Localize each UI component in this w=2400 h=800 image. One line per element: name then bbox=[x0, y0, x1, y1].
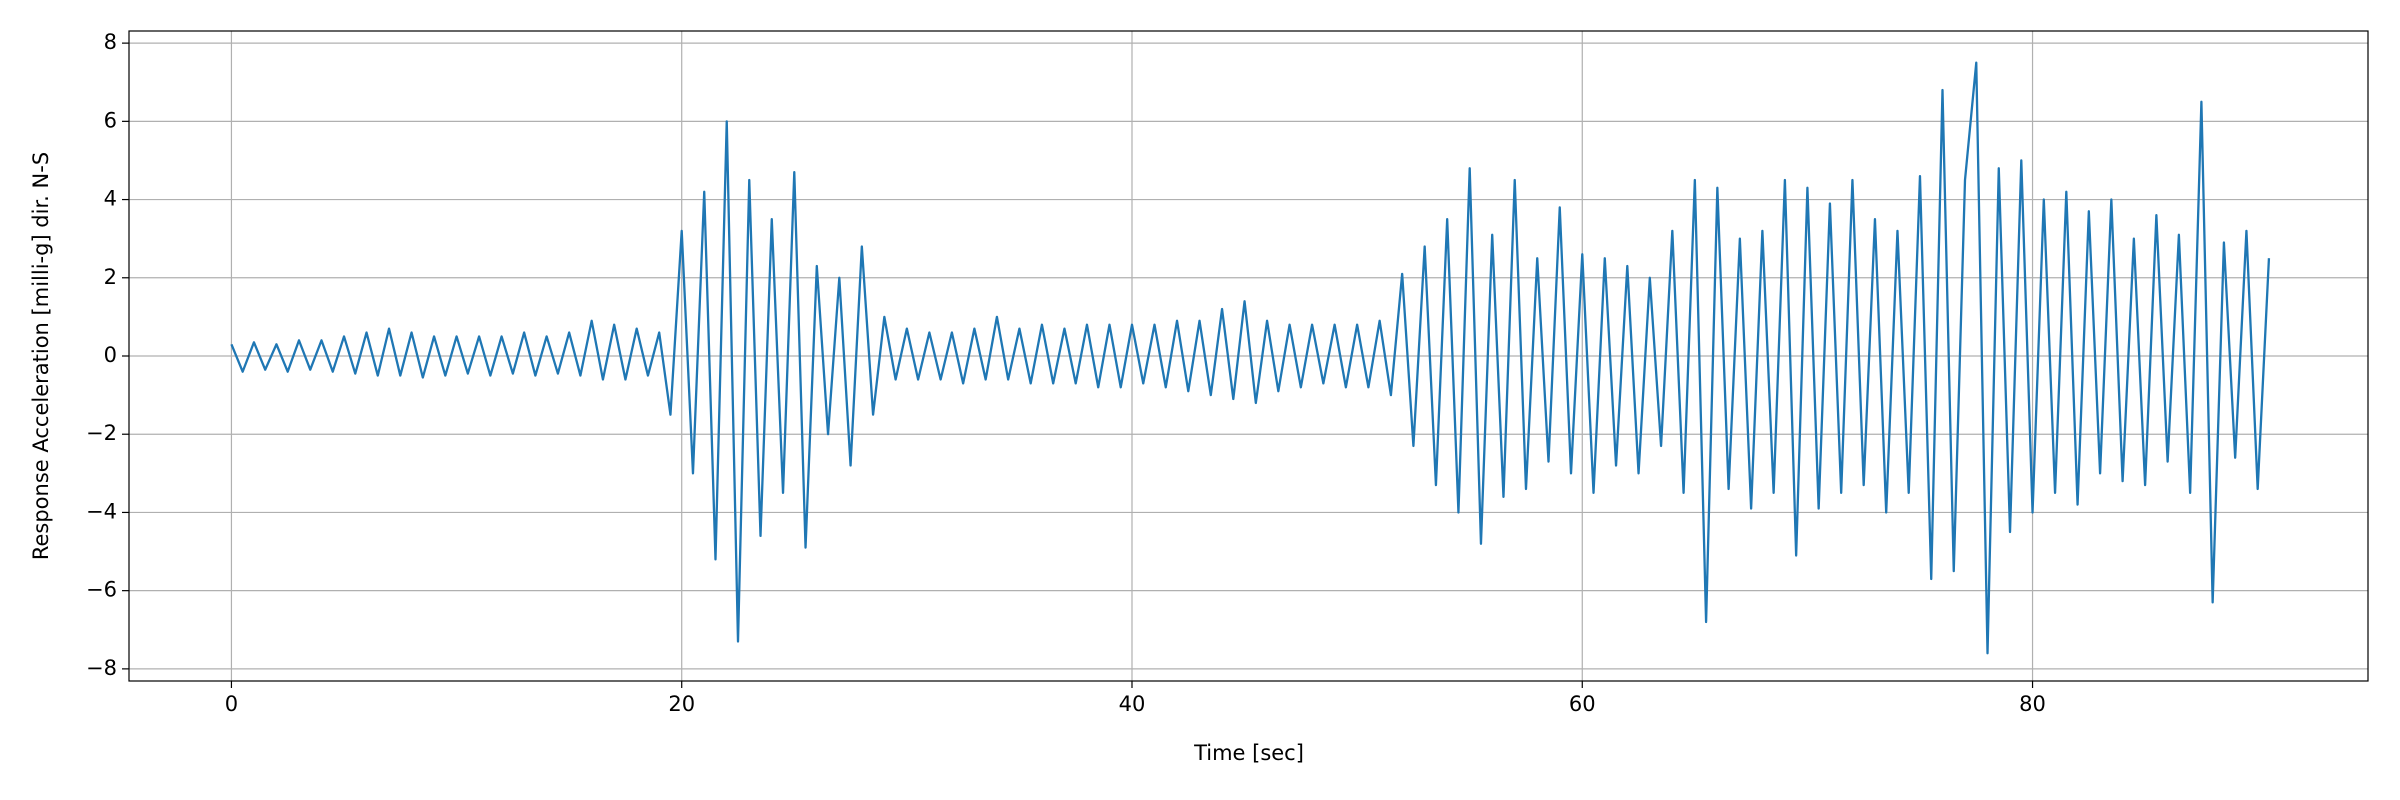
y-tick-label: 4 bbox=[104, 187, 117, 211]
x-tick-label: 60 bbox=[1569, 692, 1596, 716]
y-tick-label: 0 bbox=[104, 343, 117, 367]
x-tick-label: 0 bbox=[225, 692, 238, 716]
y-tick-label: −6 bbox=[86, 578, 117, 602]
y-tick-label: 6 bbox=[104, 108, 117, 132]
y-axis-label: Response Acceleration [milli-g] dir. N-S bbox=[29, 152, 53, 560]
y-tick-label: −8 bbox=[86, 656, 117, 680]
x-tick-label: 80 bbox=[2019, 692, 2046, 716]
x-tick-label: 20 bbox=[668, 692, 695, 716]
y-tick-label: −2 bbox=[86, 421, 117, 445]
y-tick-label: −4 bbox=[86, 499, 117, 523]
plot-frame bbox=[128, 30, 2369, 682]
y-tick-label: 2 bbox=[104, 265, 117, 289]
x-tick-label: 40 bbox=[1119, 692, 1146, 716]
data-line bbox=[230, 61, 2271, 655]
x-axis-label: Time [sec] bbox=[1193, 741, 1304, 765]
y-tick-label: 8 bbox=[104, 30, 117, 54]
